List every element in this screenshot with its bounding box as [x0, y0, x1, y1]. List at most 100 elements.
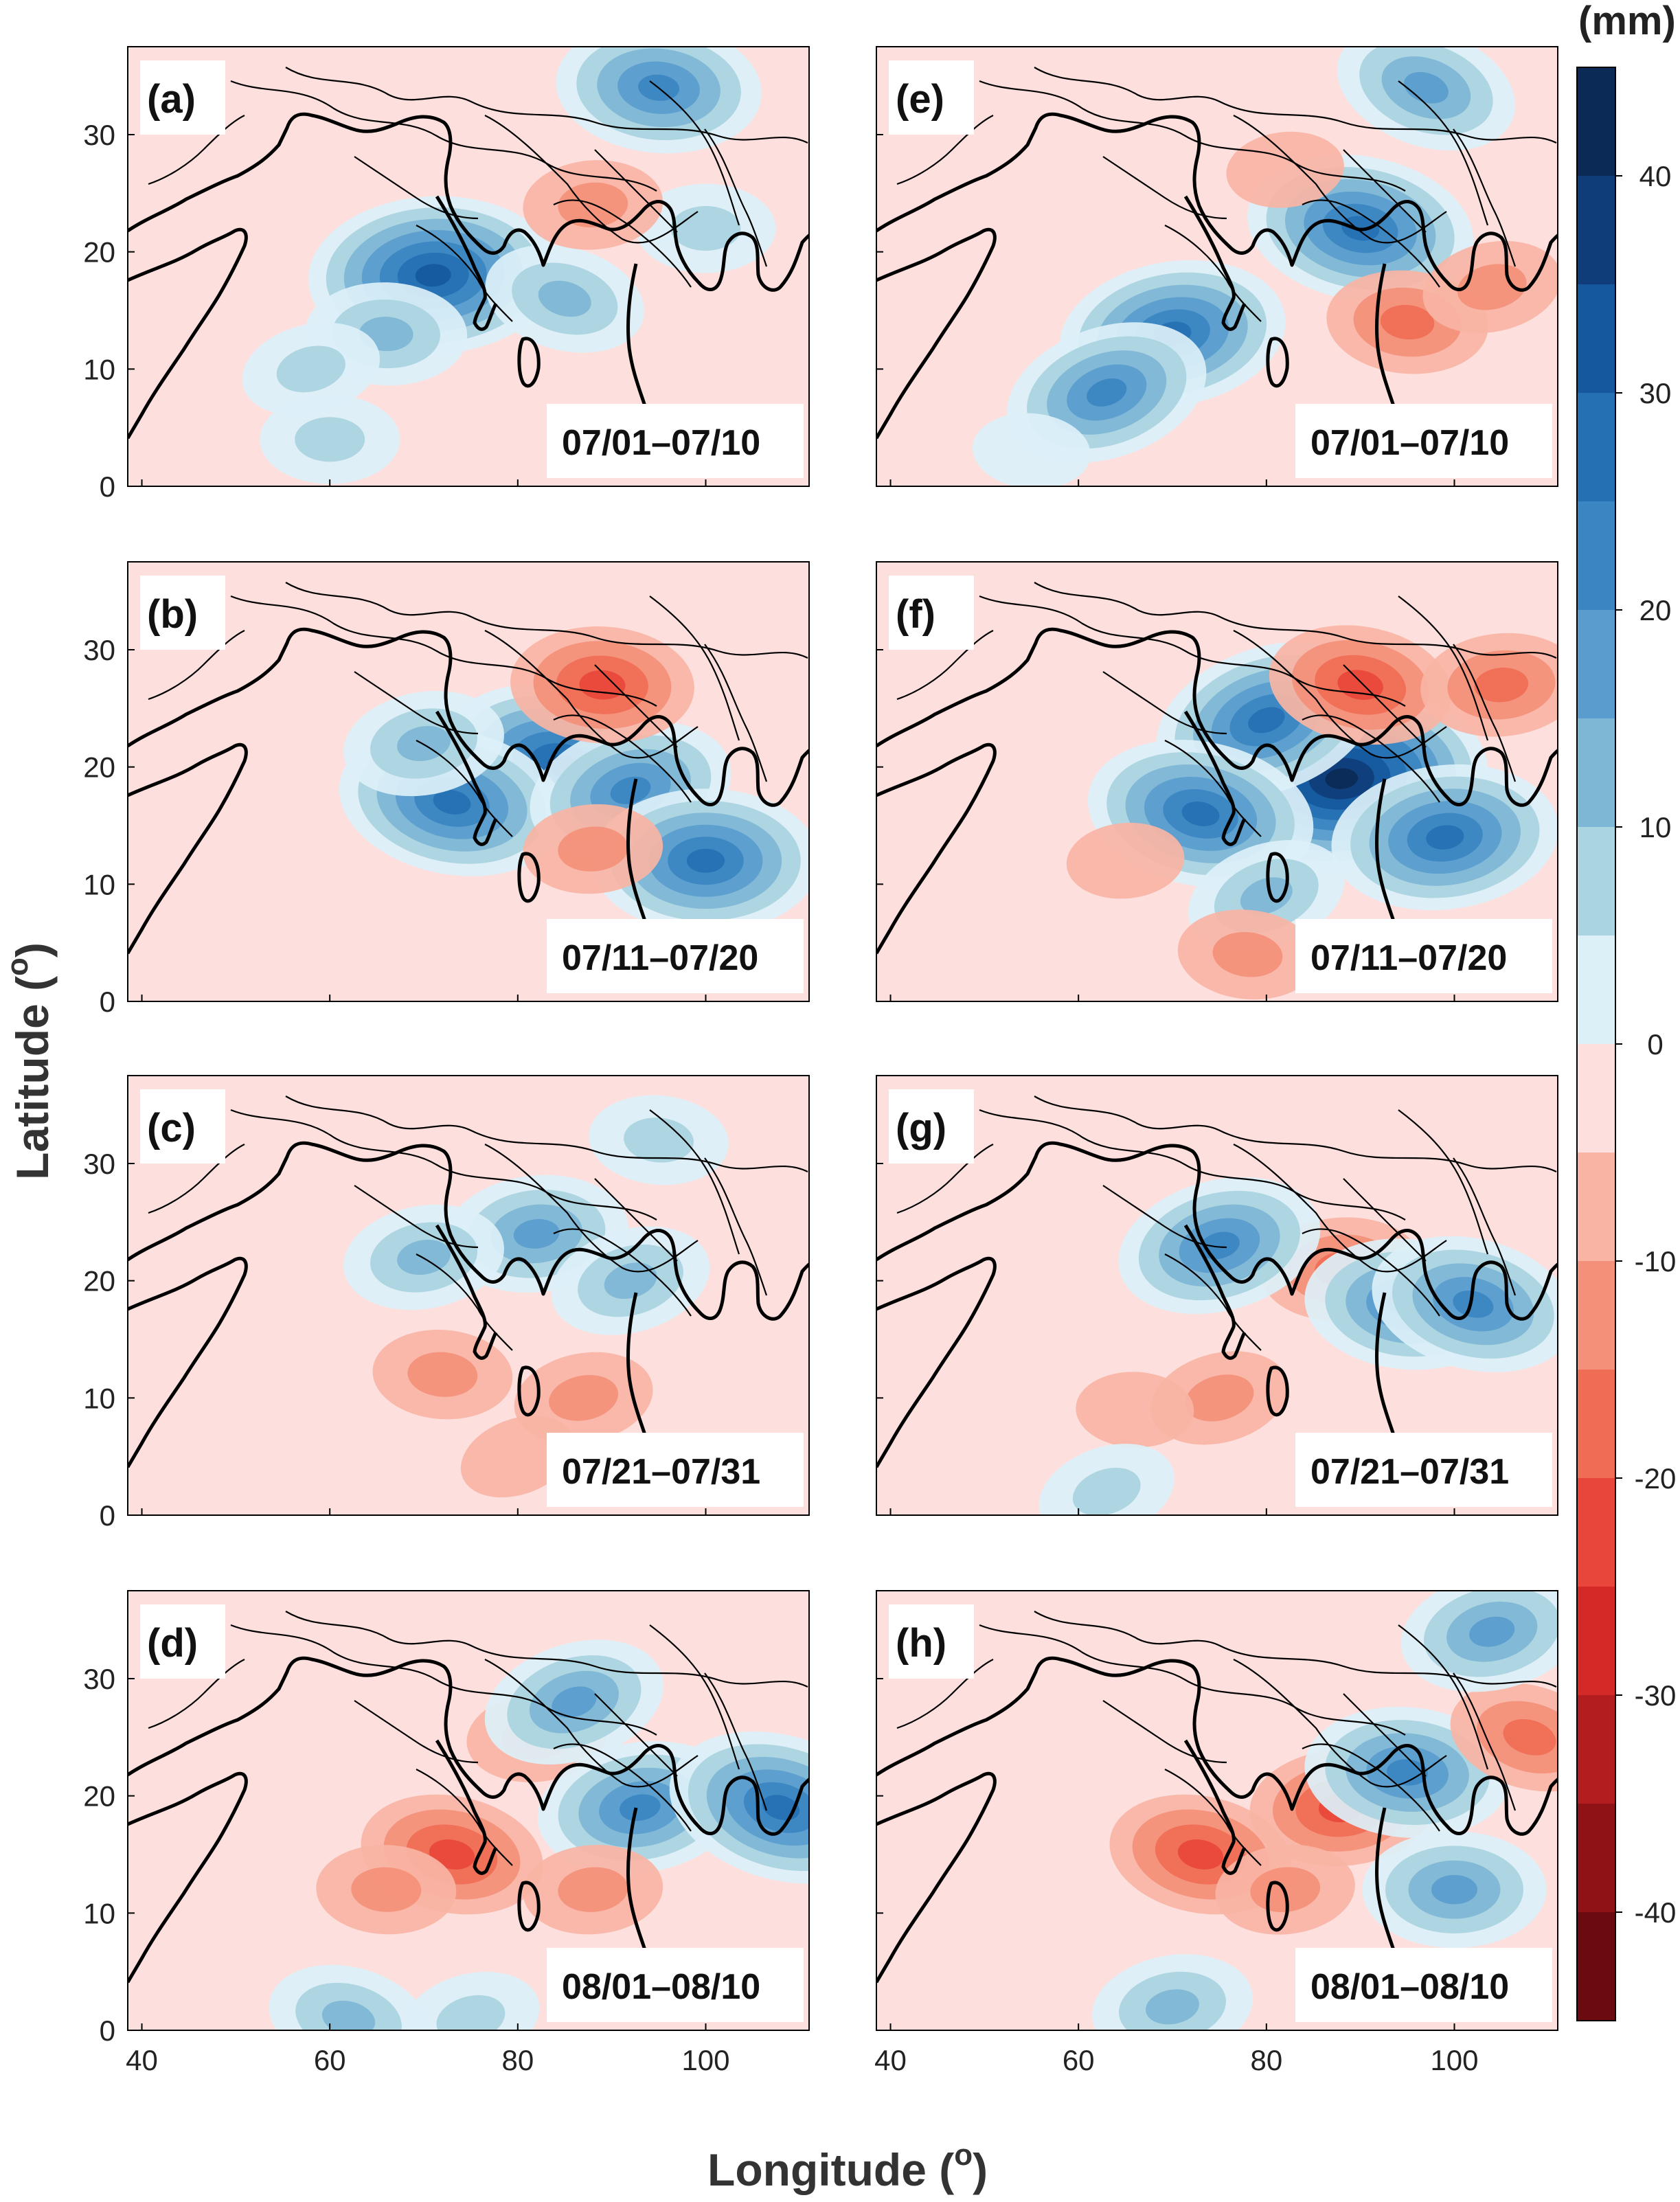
anomaly-cell — [1072, 1467, 1141, 1515]
anomaly-cell — [1181, 801, 1220, 826]
panel-tag-box — [140, 1089, 225, 1164]
panel-tag-box — [140, 60, 225, 135]
map-panel-a: (a) 07/01–07/10 0 10 20 30 — [83, 46, 810, 503]
map-frame — [876, 561, 1558, 1002]
x-tick-label: 80 — [1250, 2044, 1282, 2076]
panel-tag: (h) — [896, 1621, 946, 1666]
colorbar-unit-label: (mm) — [1578, 0, 1676, 43]
y-tick-label: 30 — [83, 119, 115, 151]
anomaly-cell — [407, 1352, 478, 1397]
anomaly-cell — [1453, 1290, 1494, 1318]
anomaly-cell — [1380, 304, 1435, 340]
colorbar-swatch — [1577, 718, 1615, 828]
y-tick-label: 0 — [100, 2014, 115, 2047]
panel-tag: (a) — [147, 77, 196, 122]
x-tick-label: 80 — [501, 2044, 534, 2076]
panel-tag: (f) — [896, 592, 935, 637]
x-tick-label: 60 — [314, 2044, 346, 2076]
map-frame — [127, 561, 810, 1002]
y-axis-title-text: Latitude ( — [7, 976, 58, 1180]
colorbar-tick-label: 20 — [1639, 594, 1672, 626]
colorbar-swatch — [1577, 1153, 1615, 1262]
date-label-box — [1295, 1948, 1552, 2022]
x-axis-title-sup: o — [954, 2138, 973, 2172]
panel-tag-box — [140, 576, 225, 650]
date-label: 07/01–07/10 — [562, 423, 760, 463]
colorbar-tick-label: 0 — [1647, 1028, 1663, 1060]
panel-tag-box — [889, 1604, 974, 1679]
map-panel-f: (f) 07/11–07/20 — [876, 561, 1558, 1002]
anomaly-cell — [1325, 768, 1359, 789]
map-frame — [876, 1590, 1558, 2031]
colorbar-swatch — [1577, 1044, 1615, 1153]
colorbar-swatch — [1577, 393, 1615, 502]
anomaly-cell — [351, 1867, 422, 1912]
y-axis-title-sup: o — [1, 957, 34, 976]
y-tick-label: 0 — [100, 470, 115, 503]
panel-tag: (c) — [147, 1106, 196, 1150]
anomaly-cell — [433, 789, 471, 815]
y-tick-label: 10 — [83, 1382, 115, 1414]
map-panel-h: (h) 08/01–08/10 40 60 80 100 — [874, 1590, 1558, 2076]
map-panel-b: (b) 07/11–07/20 0 10 20 30 — [83, 561, 810, 1018]
anomaly-cell — [579, 670, 626, 700]
colorbar-swatch — [1577, 1587, 1615, 1696]
colorbar-swatch — [1577, 176, 1615, 285]
x-tick-label: 60 — [1063, 2044, 1095, 2076]
colorbar-swatch — [1577, 935, 1615, 1045]
date-label: 08/01–08/10 — [1310, 1967, 1509, 2007]
anomaly-cell — [321, 2000, 376, 2030]
x-tick-label: 100 — [1430, 2044, 1478, 2076]
x-axis-title: Longitude (o) — [707, 2138, 988, 2195]
anomaly-cell — [972, 413, 1091, 486]
anomaly-cell — [1469, 1616, 1515, 1647]
date-label: 07/21–07/31 — [562, 1452, 760, 1492]
y-tick-label: 20 — [83, 236, 115, 269]
anomaly-cell — [538, 280, 591, 317]
colorbar-tick-label: 10 — [1639, 811, 1672, 843]
colorbar-swatch — [1577, 284, 1615, 394]
map-panel-g: (g) 07/21–07/31 — [876, 1075, 1558, 1516]
anomaly-field — [128, 47, 809, 486]
x-tick-label: 40 — [874, 2044, 907, 2076]
date-label: 07/21–07/31 — [1310, 1452, 1509, 1492]
y-tick-label: 0 — [100, 1499, 115, 1532]
anomaly-field — [128, 562, 809, 1001]
colorbar-swatch — [1577, 1912, 1615, 2021]
colorbar-swatch — [1577, 1695, 1615, 1804]
x-tick-label: 100 — [681, 2044, 729, 2076]
y-tick-label: 10 — [83, 353, 115, 385]
anomaly-cell — [295, 417, 365, 462]
anomaly-cell — [558, 826, 628, 872]
y-tick-label: 30 — [83, 1663, 115, 1695]
panel-tag: (b) — [147, 592, 198, 637]
colorbar-tick-label: -20 — [1635, 1462, 1677, 1495]
panel-tag: (g) — [896, 1106, 946, 1150]
date-label-box — [547, 1433, 804, 1507]
anomaly-cell — [276, 345, 345, 393]
map-panel-d: (d) 08/01–08/10 0 10 20 30 40 60 80 100 — [83, 1590, 810, 2076]
anomaly-cell — [670, 206, 741, 251]
date-label-box — [547, 1948, 804, 2022]
anomaly-cell — [1431, 1874, 1477, 1905]
colorbar: 40 30 20 10 0 -10 -20 -30 -40 — [1576, 67, 1677, 2021]
x-axis-title-text: Longitude ( — [707, 2144, 954, 2195]
date-label-box — [547, 919, 804, 993]
anomaly-cell — [558, 1867, 628, 1912]
colorbar-tick-label: 30 — [1639, 377, 1672, 409]
anomaly-cell — [1387, 1759, 1429, 1786]
anomaly-cell — [610, 776, 651, 804]
colorbar-swatch — [1577, 67, 1615, 177]
x-tick-label: 40 — [126, 2044, 158, 2076]
anomaly-cell — [460, 1416, 575, 1498]
date-label: 07/11–07/20 — [1310, 938, 1507, 978]
y-axis-title-close: ) — [7, 942, 58, 957]
y-tick-label: 10 — [83, 1897, 115, 1929]
x-axis-title-close: ) — [973, 2144, 988, 2195]
date-label-box — [1295, 1433, 1552, 1507]
colorbar-tick-label: -40 — [1635, 1896, 1677, 1929]
panels-root: (a) 07/01–07/10 0 10 20 30 (b) 07/11–07/20 0 10 20… — [83, 46, 1558, 2076]
colorbar-swatch — [1577, 827, 1615, 936]
